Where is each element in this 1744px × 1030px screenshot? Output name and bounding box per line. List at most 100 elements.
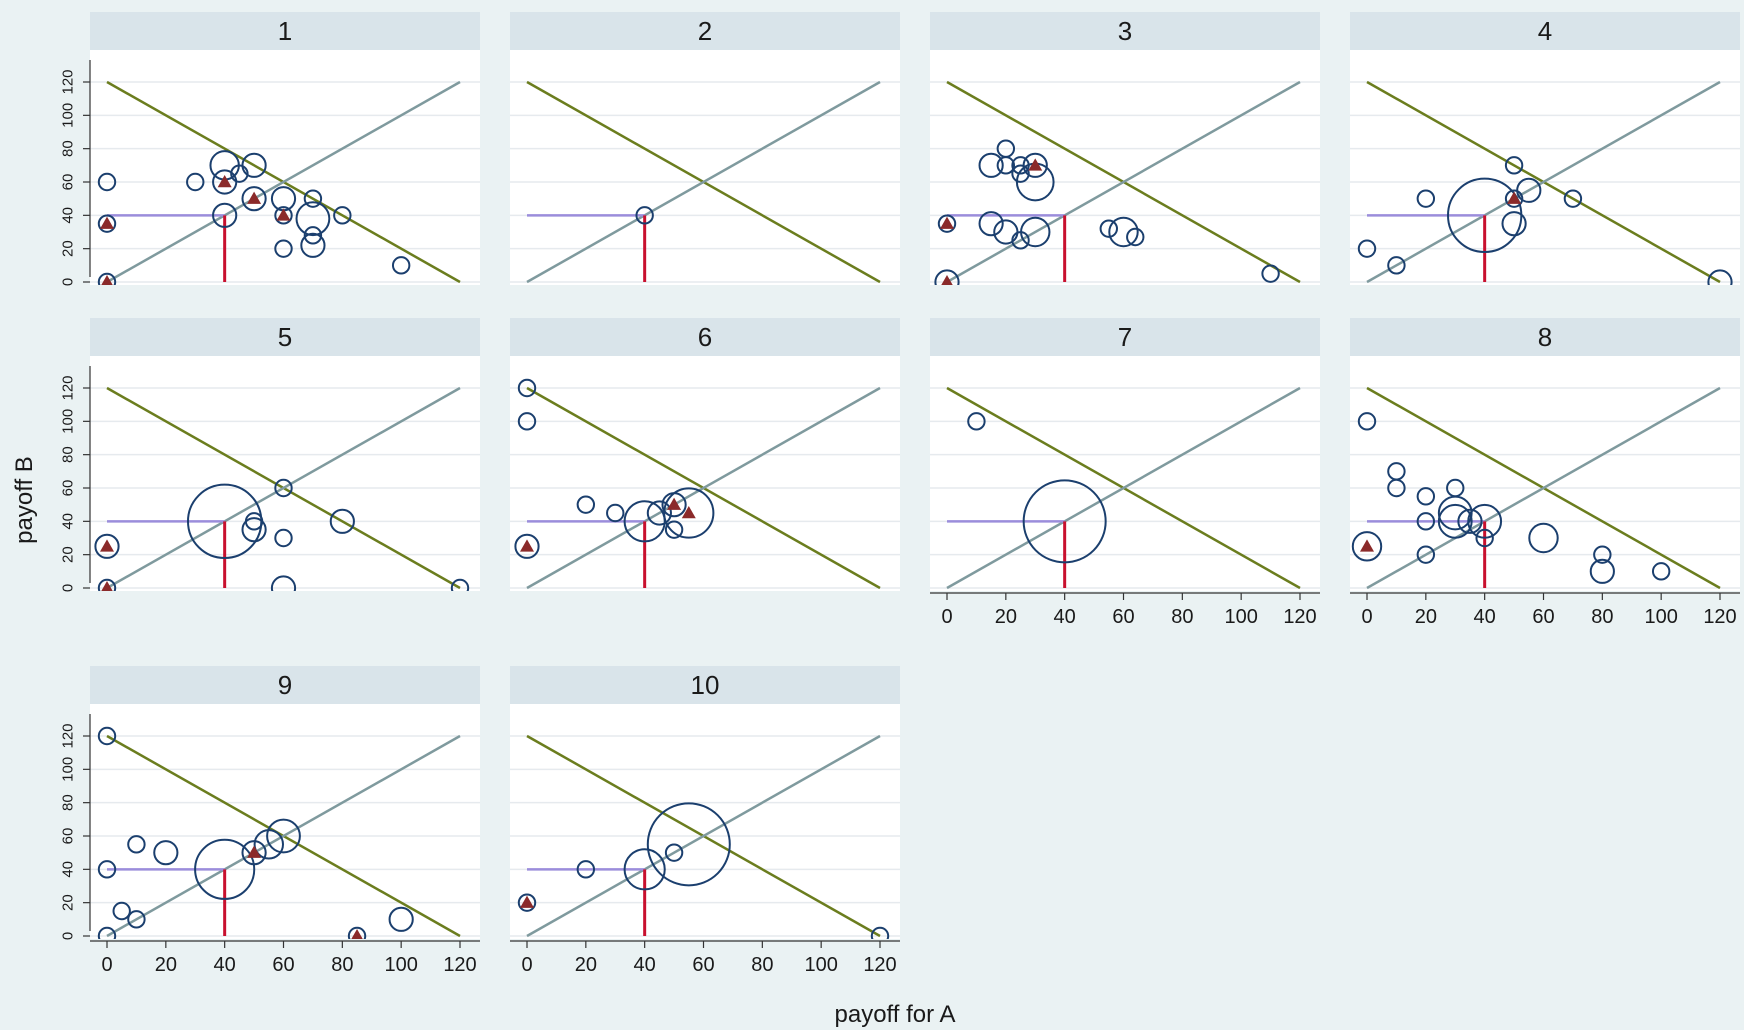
y-tick-label: 80 [60, 140, 77, 157]
data-circle [97, 860, 117, 879]
data-circle [576, 495, 596, 514]
data-circle [517, 412, 537, 431]
data-circle [646, 802, 731, 887]
x-tick-label: 120 [443, 954, 476, 976]
data-circle [97, 214, 117, 233]
data-circle [450, 578, 470, 591]
plot-area [526, 80, 881, 284]
data-circle [1516, 177, 1542, 203]
data-triangle [1507, 191, 1522, 204]
data-circle [517, 378, 537, 398]
panel-10: 100 20 40 60 80 100 120 [510, 666, 900, 976]
data-circle [1467, 503, 1503, 539]
data-circle [391, 256, 411, 275]
data-circle [1504, 189, 1524, 208]
data-circle [274, 528, 293, 548]
panel-title: 2 [698, 16, 712, 46]
data-circle [97, 172, 117, 192]
y-tick-label: 80 [60, 446, 77, 463]
y-tick-label: 0 [60, 278, 77, 286]
x-tick-label: 40 [1474, 606, 1496, 628]
data-triangle [351, 929, 363, 939]
data-circle [241, 517, 267, 543]
data-circle [274, 206, 293, 225]
data-circle [664, 520, 684, 539]
panel-title: 9 [278, 670, 292, 700]
data-circle [576, 860, 596, 879]
data-triangle [101, 275, 113, 285]
data-triangle [667, 497, 682, 510]
data-triangle [101, 581, 113, 591]
data-circle [1589, 558, 1615, 584]
y-tick-label: 100 [60, 757, 77, 782]
data-circle [329, 508, 355, 534]
data-circle [1707, 269, 1733, 285]
x-tick-label: 100 [1224, 606, 1257, 628]
x-tick-label: 80 [751, 954, 773, 976]
panel-title: 4 [1538, 16, 1552, 46]
data-circle [1099, 219, 1118, 238]
x-tick-label: 40 [1054, 606, 1076, 628]
data-circle [300, 232, 326, 258]
y-axis-title: payoff B [11, 456, 38, 544]
y-tick-label: 80 [60, 794, 77, 811]
data-triangle [520, 895, 534, 908]
data-circle [514, 533, 540, 559]
data-circle [623, 848, 666, 891]
x-tick-label: 20 [155, 954, 177, 976]
data-circle [241, 152, 267, 178]
increasing-line [1366, 80, 1721, 284]
y-tick-label: 60 [60, 828, 77, 845]
y-tick-label: 40 [60, 207, 77, 224]
x-tick-label: 100 [384, 954, 417, 976]
data-circle [97, 578, 117, 591]
y-tick-label: 60 [60, 480, 77, 497]
data-circle [1504, 156, 1524, 175]
panel-strip [90, 666, 480, 704]
panel-title: 8 [1538, 322, 1552, 352]
data-triangle [520, 539, 534, 552]
data-circle [97, 272, 117, 285]
data-circle [937, 214, 957, 233]
data-circle [1416, 512, 1436, 531]
x-tick-label: 120 [1283, 606, 1316, 628]
data-circle [303, 189, 323, 208]
data-triangle [681, 506, 696, 519]
data-triangle [1360, 539, 1374, 552]
panel-2: 2 [510, 12, 900, 285]
data-circle [1416, 189, 1436, 208]
panel-5: 5 0 20 40 60 80 100 120 [60, 318, 480, 592]
panel-9: 9 0 20 40 60 80 100 120 0 20 40 60 80 100 120 [60, 666, 480, 976]
increasing-line [106, 386, 461, 590]
data-circle [1351, 531, 1383, 562]
data-triangle [100, 216, 114, 229]
data-circle [1011, 164, 1030, 183]
data-circle [112, 901, 131, 921]
increasing-line [526, 386, 881, 590]
data-circle [1357, 239, 1377, 258]
data-circle [295, 201, 331, 237]
data-circle [934, 269, 960, 285]
y-tick-label: 20 [60, 894, 77, 911]
y-tick-label: 60 [60, 174, 77, 191]
y-tick-label: 100 [60, 103, 77, 128]
panel-1: 1 0 20 40 60 80 100 120 [60, 12, 480, 286]
panel-8: 80 20 40 60 80 100 120 [1350, 318, 1740, 628]
data-circle [194, 838, 256, 900]
increasing-line [106, 734, 461, 938]
data-circle [94, 533, 120, 559]
x-tick-label: 120 [863, 954, 896, 976]
y-tick-label: 20 [60, 240, 77, 257]
data-circle [266, 818, 301, 854]
y-tick-label: 100 [60, 409, 77, 434]
data-circle [635, 206, 654, 225]
data-circle [1437, 503, 1473, 539]
data-circle [1022, 152, 1048, 178]
panel-title: 7 [1118, 322, 1132, 352]
y-tick-label: 0 [60, 584, 77, 592]
y-tick-label: 120 [60, 723, 77, 748]
data-triangle [1028, 158, 1043, 171]
x-tick-label: 80 [1591, 606, 1613, 628]
